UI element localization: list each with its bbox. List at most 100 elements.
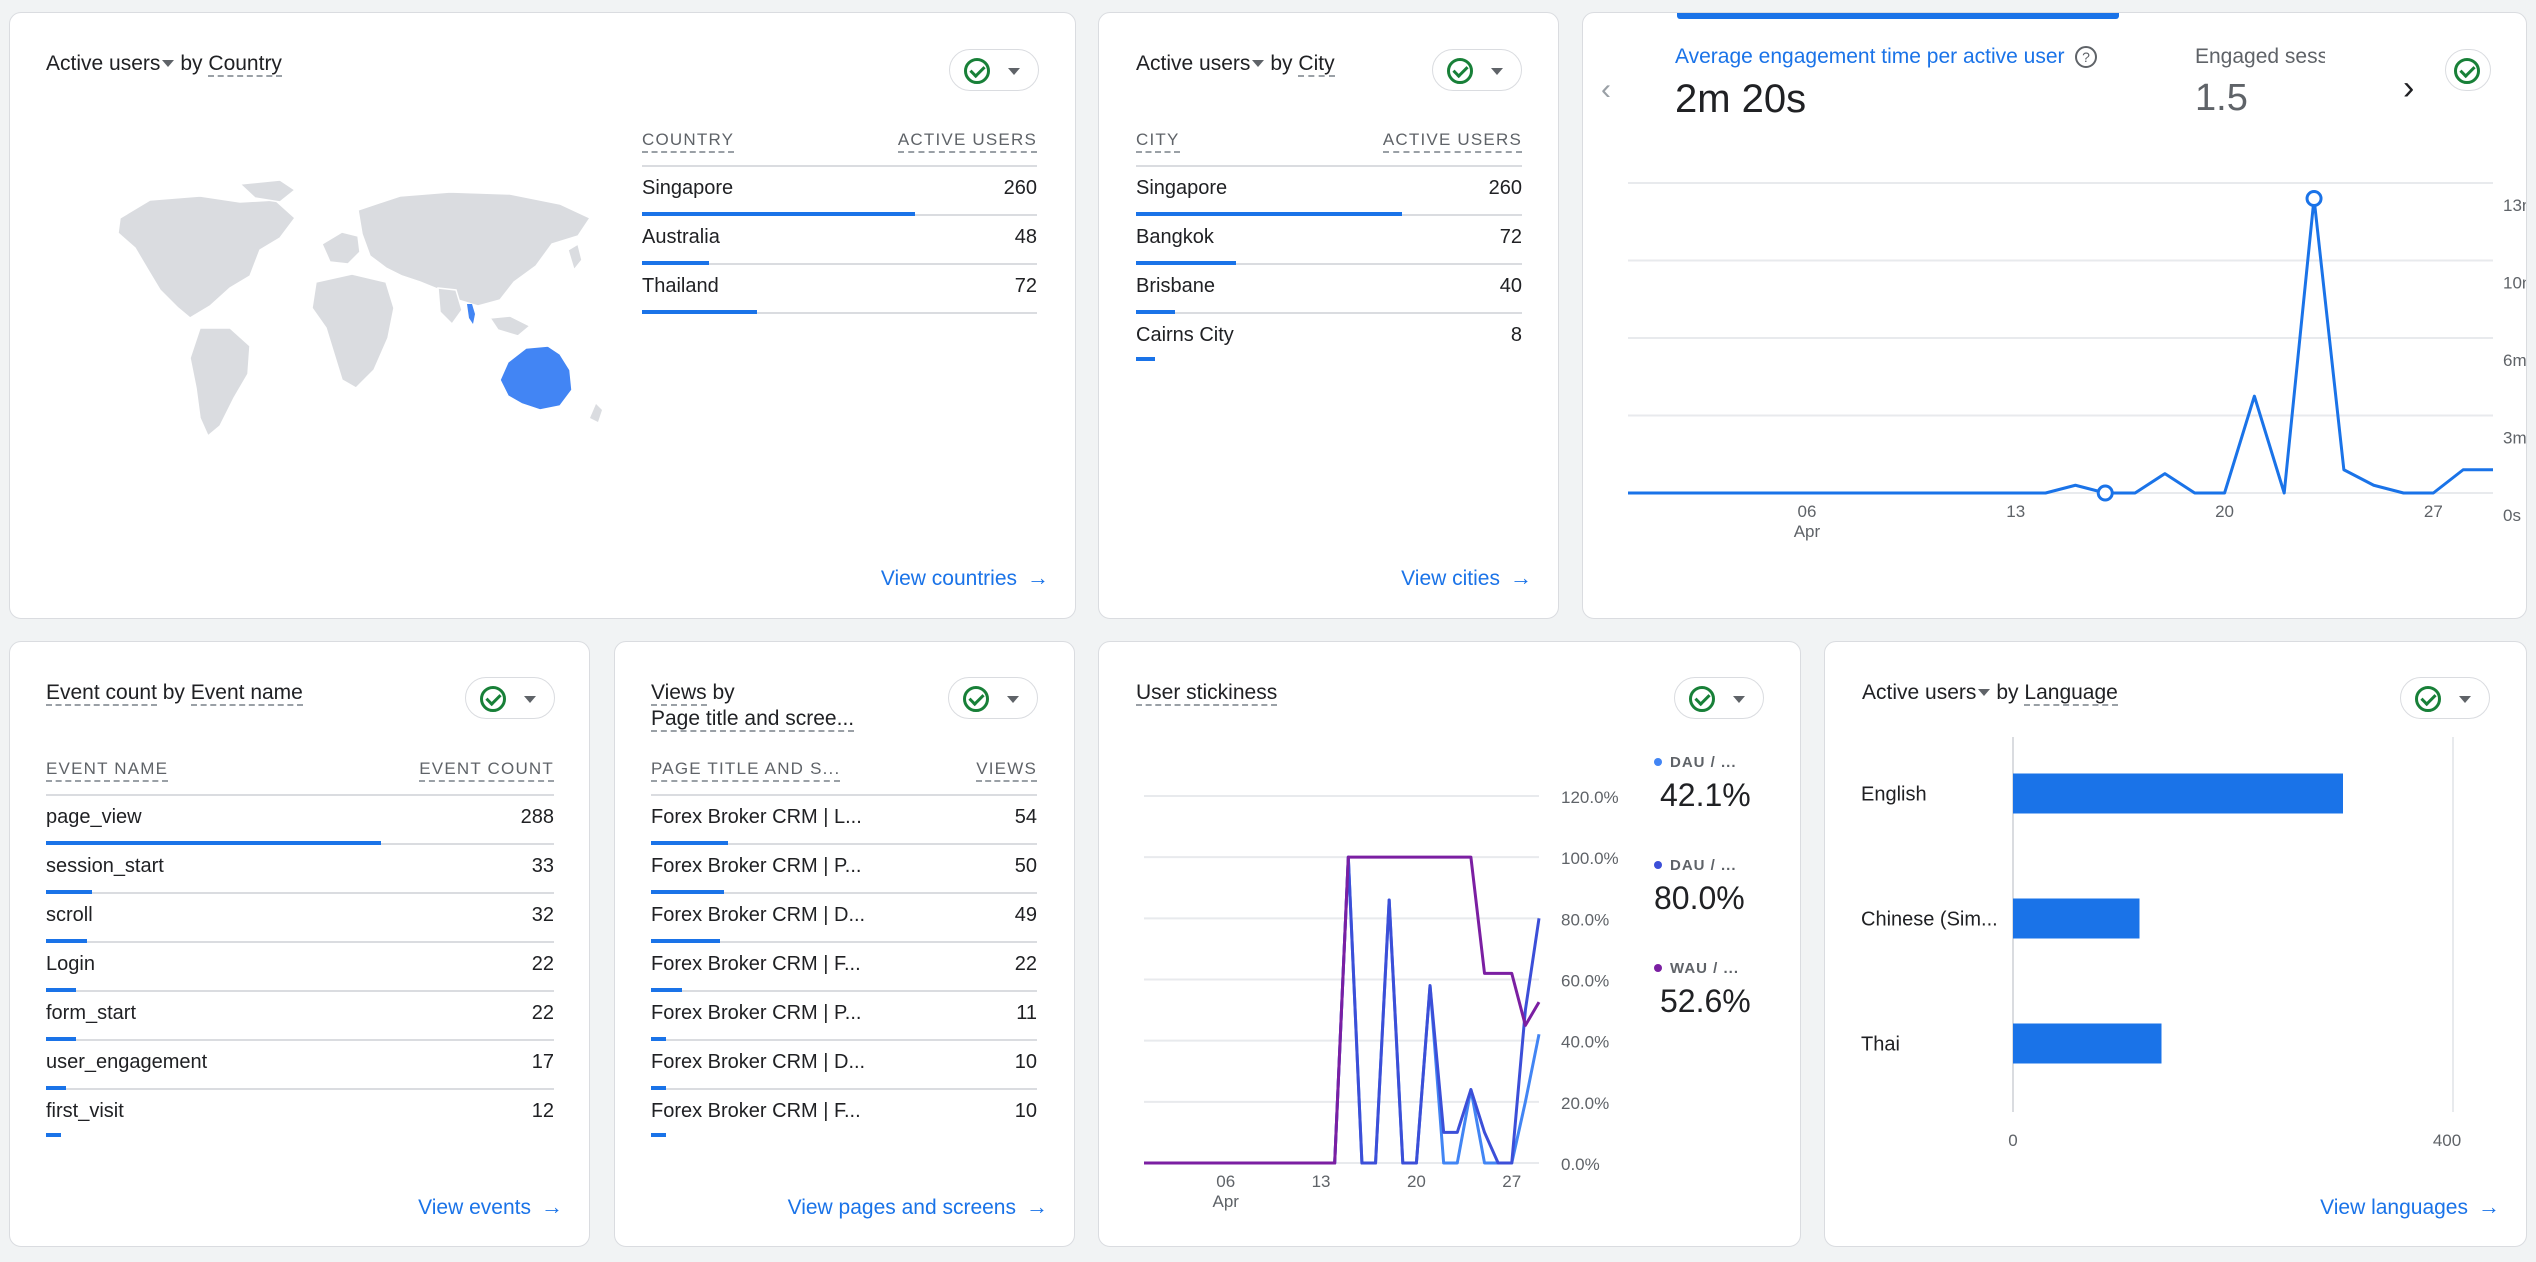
dimension-label[interactable]: City [1298,52,1335,77]
table-row: Bangkok 72 [1136,216,1522,265]
legend-item[interactable]: WAU / ... 52.6% [1654,960,1794,1063]
legend-item[interactable]: DAU / ... 80.0% [1654,857,1745,916]
table-row: Forex Broker CRM | D... 10 [651,1041,1037,1090]
metric-dropdown-icon[interactable] [1252,59,1265,67]
views-card: Views by Page title and scree... PAGE TIT… [614,641,1075,1247]
prev-icon[interactable]: ‹ [1601,73,1611,106]
table-row: scroll 32 [46,894,554,943]
country-card: Active users by Country COUNTRY ACTIVE US… [9,12,1076,619]
card-title[interactable]: Views by Page title and scree... [651,681,855,732]
card-title[interactable]: Active users by Language [1862,681,2118,706]
value-bar [1136,310,1175,314]
chevron-down-icon [2459,696,2471,703]
value-bar [642,310,757,314]
table-row: Singapore 260 [642,167,1037,216]
language-bar [2013,773,2343,814]
chevron-down-icon [1733,696,1745,703]
help-icon[interactable]: ? [2074,46,2097,68]
value-bar [1136,261,1237,265]
next-icon[interactable]: › [2403,69,2415,107]
card-title[interactable]: Active users by Country [46,52,282,77]
engagement-line [1628,197,2493,495]
chevron-down-icon [524,696,536,703]
arrow-right-icon: → [1510,565,1532,590]
status-menu-button[interactable] [1674,677,1764,719]
view-pages-link[interactable]: View pages and screens → [787,1194,1048,1219]
map-australia [499,345,573,411]
status-menu-button[interactable] [949,49,1039,91]
table-row: Forex Broker CRM | P... 50 [651,845,1037,894]
stickiness-legend: DAU / ... 42.1% DAU / ... 80.0% WAU / ..… [1654,754,1794,1063]
metric-selector[interactable]: Active users [1862,681,1977,704]
status-menu-button[interactable] [1432,49,1522,91]
y-tick-label: 6m 40s [2503,351,2527,370]
dimension-label[interactable]: Country [208,52,282,77]
value-bar [1136,357,1156,361]
value-bar [46,988,77,992]
view-countries-link[interactable]: View countries → [880,565,1049,590]
status-menu-button[interactable] [465,677,555,719]
dimension-label[interactable]: Page title and scree... [651,707,855,732]
metric-selector[interactable]: Active users [1136,52,1251,75]
x-tick-label: 400 [2433,1131,2461,1150]
world-map [117,179,602,438]
tab-engaged-sessions[interactable]: Engaged sessions p 1.5 [2195,45,2325,119]
status-menu-button[interactable] [948,677,1038,719]
x-tick-label: 06 [1216,1172,1235,1191]
y-tick-label: 40.0% [1561,1033,1609,1052]
view-languages-link[interactable]: View languages → [2320,1194,2500,1219]
table-row: Singapore 260 [1136,167,1522,216]
legend-item[interactable]: DAU / ... 42.1% [1654,754,1794,857]
city-card: Active users by City CITY ACTIVE USERS Si… [1098,12,1559,619]
table-row: session_start 33 [46,845,554,894]
column-header-views[interactable]: VIEWS [976,758,1037,782]
column-header-active-users[interactable]: ACTIVE USERS [1382,129,1522,153]
check-circle-icon [1689,686,1715,712]
column-header-event-name[interactable]: EVENT NAME [46,758,169,782]
arrow-right-icon: → [1027,565,1049,590]
metric-selector[interactable]: Active users [46,52,161,75]
table-row: Australia 48 [642,216,1037,265]
value-bar [651,890,725,894]
dimension-label[interactable]: Event name [190,681,303,706]
table-row: first_visit 12 [46,1090,554,1139]
metric-dropdown-icon[interactable] [162,59,175,67]
value-bar [642,261,710,265]
column-header-page-title[interactable]: PAGE TITLE AND S... [651,758,841,782]
card-title[interactable]: Event count by Event name [46,681,303,706]
table-header-divider [642,165,1037,167]
map-land [117,179,592,438]
value-bar [46,890,92,894]
card-title[interactable]: Active users by City [1136,52,1335,77]
view-cities-link[interactable]: View cities → [1401,565,1532,590]
value-bar [651,988,682,992]
column-header-city[interactable]: CITY [1136,129,1180,153]
check-circle-icon [2454,58,2480,84]
data-point [2305,190,2323,207]
dimension-label[interactable]: Language [2024,681,2118,706]
view-events-link[interactable]: View events → [418,1194,563,1219]
legend-dot [1654,861,1662,869]
legend-dot [1654,758,1662,766]
x-tick-label: 06 [1798,502,1817,521]
language-card: Active users by Language English Chinese (… [1824,641,2527,1247]
tab-avg-engagement[interactable]: Average engagement time per active user … [1675,45,2097,122]
metric-label[interactable]: Views [651,681,707,706]
card-title[interactable]: User stickiness [1136,680,1278,706]
x-tick-month: Apr [1212,1192,1239,1211]
metric-label[interactable]: User stickiness [1136,681,1278,706]
metric-dropdown-icon[interactable] [1978,688,1991,696]
y-tick-label: 3m 20s [2503,429,2527,448]
status-menu-button[interactable] [2400,677,2490,719]
map-new-zealand [590,404,602,422]
check-circle-icon [480,686,506,712]
x-tick-label: 0 [2008,1131,2017,1150]
arrow-right-icon: → [2478,1194,2500,1219]
value-bar [651,1037,667,1041]
y-tick-label: 10m 00s [2503,274,2527,293]
column-header-country[interactable]: COUNTRY [642,129,735,153]
column-header-active-users[interactable]: ACTIVE USERS [897,129,1037,153]
status-check-button[interactable] [2445,49,2491,91]
metric-label[interactable]: Event count [46,681,157,706]
column-header-event-count[interactable]: EVENT COUNT [419,758,554,782]
